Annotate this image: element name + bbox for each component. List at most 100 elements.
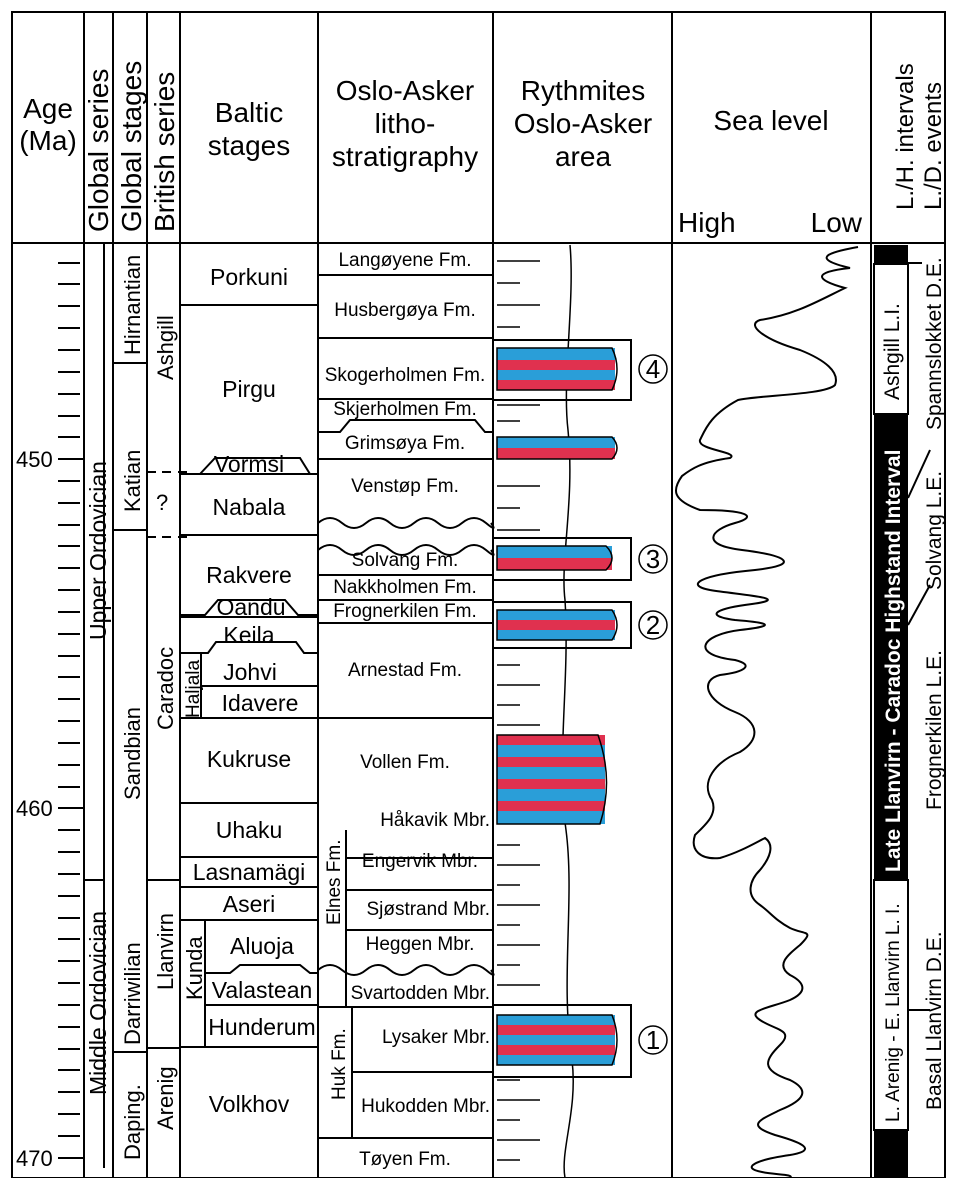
header-age-unit: (Ma) [19, 125, 77, 156]
baltic-nabala: Nabala [213, 494, 286, 520]
baltic-stage-labels: Porkuni Pirgu Vormsi Nabala Rakvere Oand… [182, 264, 316, 1117]
header-baltic-stages: Baltic [215, 97, 283, 128]
fm-elnes: Elnes Fm. [324, 839, 345, 925]
baltic-stages-column [180, 304, 318, 1048]
interval-bar [873, 245, 909, 1178]
mbr-hakavik: Håkavik Mbr. [380, 810, 490, 831]
rhythmite-markers [638, 354, 668, 1055]
baltic-oandu: Oandu [216, 594, 285, 620]
british-series-ashgill: Ashgill [153, 315, 178, 380]
event-frognerkilen: Frognerkilen L.E. [923, 650, 946, 810]
event-markers [907, 262, 931, 1011]
baltic-aseri: Aseri [223, 891, 275, 917]
baltic-kunda: Kunda [182, 936, 207, 1000]
marker-2: 2 [646, 610, 660, 640]
mbr-heggen: Heggen Mbr. [366, 934, 475, 955]
interval-arenig: L. Arenig - E. Llanvirn L. I. [883, 903, 904, 1122]
interval-highstand: Late Llanvirn - Caradoc Highstand Interv… [882, 450, 905, 872]
event-spannslokket: Spannslokket D.E. [923, 257, 946, 430]
mbr-lysaker: Lysaker Mbr. [382, 1027, 490, 1048]
age-label-470: 470 [16, 1146, 53, 1171]
global-series-middle: Middle Ordovician [85, 911, 111, 1095]
fm-venstop: Venstøp Fm. [351, 476, 459, 497]
marker-3: 3 [646, 544, 660, 574]
event-solvang: Solvang L.E. [923, 471, 946, 590]
baltic-vormsi: Vormsi [214, 451, 284, 477]
british-series-question: ? [156, 490, 168, 515]
litho-column-lines [317, 274, 495, 1139]
litho-labels: Langøyene Fm. Husbergøya Fm. Skogerholme… [324, 250, 490, 1170]
british-series-llanvirn: Llanvirn [153, 913, 178, 990]
header-intervals: L./H. intervals [892, 63, 919, 210]
rhythmite-grimsoya [496, 436, 618, 460]
baltic-porkuni: Porkuni [210, 264, 288, 290]
baltic-valastean: Valastean [212, 977, 313, 1003]
rhythmite-3 [492, 537, 632, 581]
header-row: Age (Ma) Global series Global stages Bri… [19, 61, 947, 238]
event-basal-llanvirn: Basal Llanvirn D.E. [923, 931, 946, 1110]
fm-skjerholmen: Skjerholmen Fm. [333, 399, 477, 420]
mbr-sjostrand: Sjøstrand Mbr. [366, 899, 490, 920]
mbr-engervik: Engervik Mbr. [362, 851, 478, 872]
global-series-column [84, 243, 105, 1168]
fm-frognerkilen: Frognerkilen Fm. [333, 601, 477, 622]
sea-level-curve [674, 246, 859, 1178]
baltic-haljala: Haljala [183, 659, 204, 718]
baltic-rakvere: Rakvere [206, 562, 292, 588]
global-stage-hirnantian: Hirnantian [120, 255, 145, 355]
grid-lines [11, 11, 946, 1178]
global-stage-darriwilian: Darriwilian [120, 942, 145, 1045]
fm-skogerholmen: Skogerholmen Fm. [325, 365, 486, 386]
header-litho-2: litho- [375, 108, 436, 139]
british-series-column [147, 471, 190, 1049]
baltic-idavere: Idavere [222, 690, 299, 716]
header-sea-low: Low [811, 207, 863, 238]
header-rythmites-2: Oslo-Asker [514, 108, 652, 139]
global-stages-column [113, 362, 147, 1053]
british-series-arenig: Arenig [153, 1066, 178, 1130]
age-label-460: 460 [16, 796, 53, 821]
rhythmite-2 [492, 601, 632, 649]
fm-grimsoya: Grimsøya Fm. [345, 433, 465, 454]
rhythmite-vollen [496, 734, 608, 825]
interval-ashgill: Ashgill L.I. [881, 303, 904, 400]
fm-nakkholmen: Nakkholmen Fm. [333, 577, 477, 598]
mbr-hukodden: Hukodden Mbr. [361, 1096, 490, 1117]
baltic-uhaku: Uhaku [216, 817, 282, 843]
header-rythmites-3: area [555, 141, 611, 172]
fm-langoyene: Langøyene Fm. [338, 250, 471, 271]
global-stage-sandbian: Sandbian [120, 707, 145, 800]
baltic-lasnamagi: Lasnamägi [193, 859, 306, 885]
header-sea-level: Sea level [713, 105, 828, 136]
rhythmite-4 [492, 339, 632, 401]
baltic-hunderum: Hunderum [208, 1014, 315, 1040]
age-label-450: 450 [16, 447, 53, 472]
baltic-kukruse: Kukruse [207, 746, 291, 772]
marker-1: 1 [646, 1025, 660, 1055]
baltic-keila: Keila [223, 622, 274, 648]
header-litho-3: stratigraphy [332, 141, 478, 172]
header-rythmites: Rythmites [521, 75, 645, 106]
fm-arnestad: Arnestad Fm. [348, 660, 462, 681]
fm-solvang: Solvang Fm. [352, 550, 459, 571]
mbr-svartodden: Svartodden Mbr. [351, 983, 490, 1004]
header-global-series: Global series [83, 69, 114, 232]
baltic-johvi: Johvi [223, 659, 277, 685]
header-sea-high: High [678, 207, 736, 238]
fm-huk: Huk Fm. [329, 1028, 350, 1100]
baltic-aluoja: Aluoja [230, 933, 294, 959]
age-axis [58, 262, 84, 1159]
marker-4: 4 [646, 354, 660, 384]
header-events: L./D. events [920, 82, 947, 210]
rhythmite-1 [492, 1004, 632, 1078]
header-baltic-stages-2: stages [208, 130, 291, 161]
header-age: Age [23, 93, 73, 124]
fm-vollen: Vollen Fm. [360, 752, 450, 773]
global-stage-katian: Katian [120, 450, 145, 512]
global-series-upper: Upper Ordovician [85, 461, 111, 640]
baltic-pirgu: Pirgu [222, 376, 276, 402]
baltic-volkhov: Volkhov [209, 1091, 290, 1117]
global-stage-daping: Daping. [120, 1084, 145, 1160]
fm-husbergoya: Husbergøya Fm. [334, 300, 475, 321]
